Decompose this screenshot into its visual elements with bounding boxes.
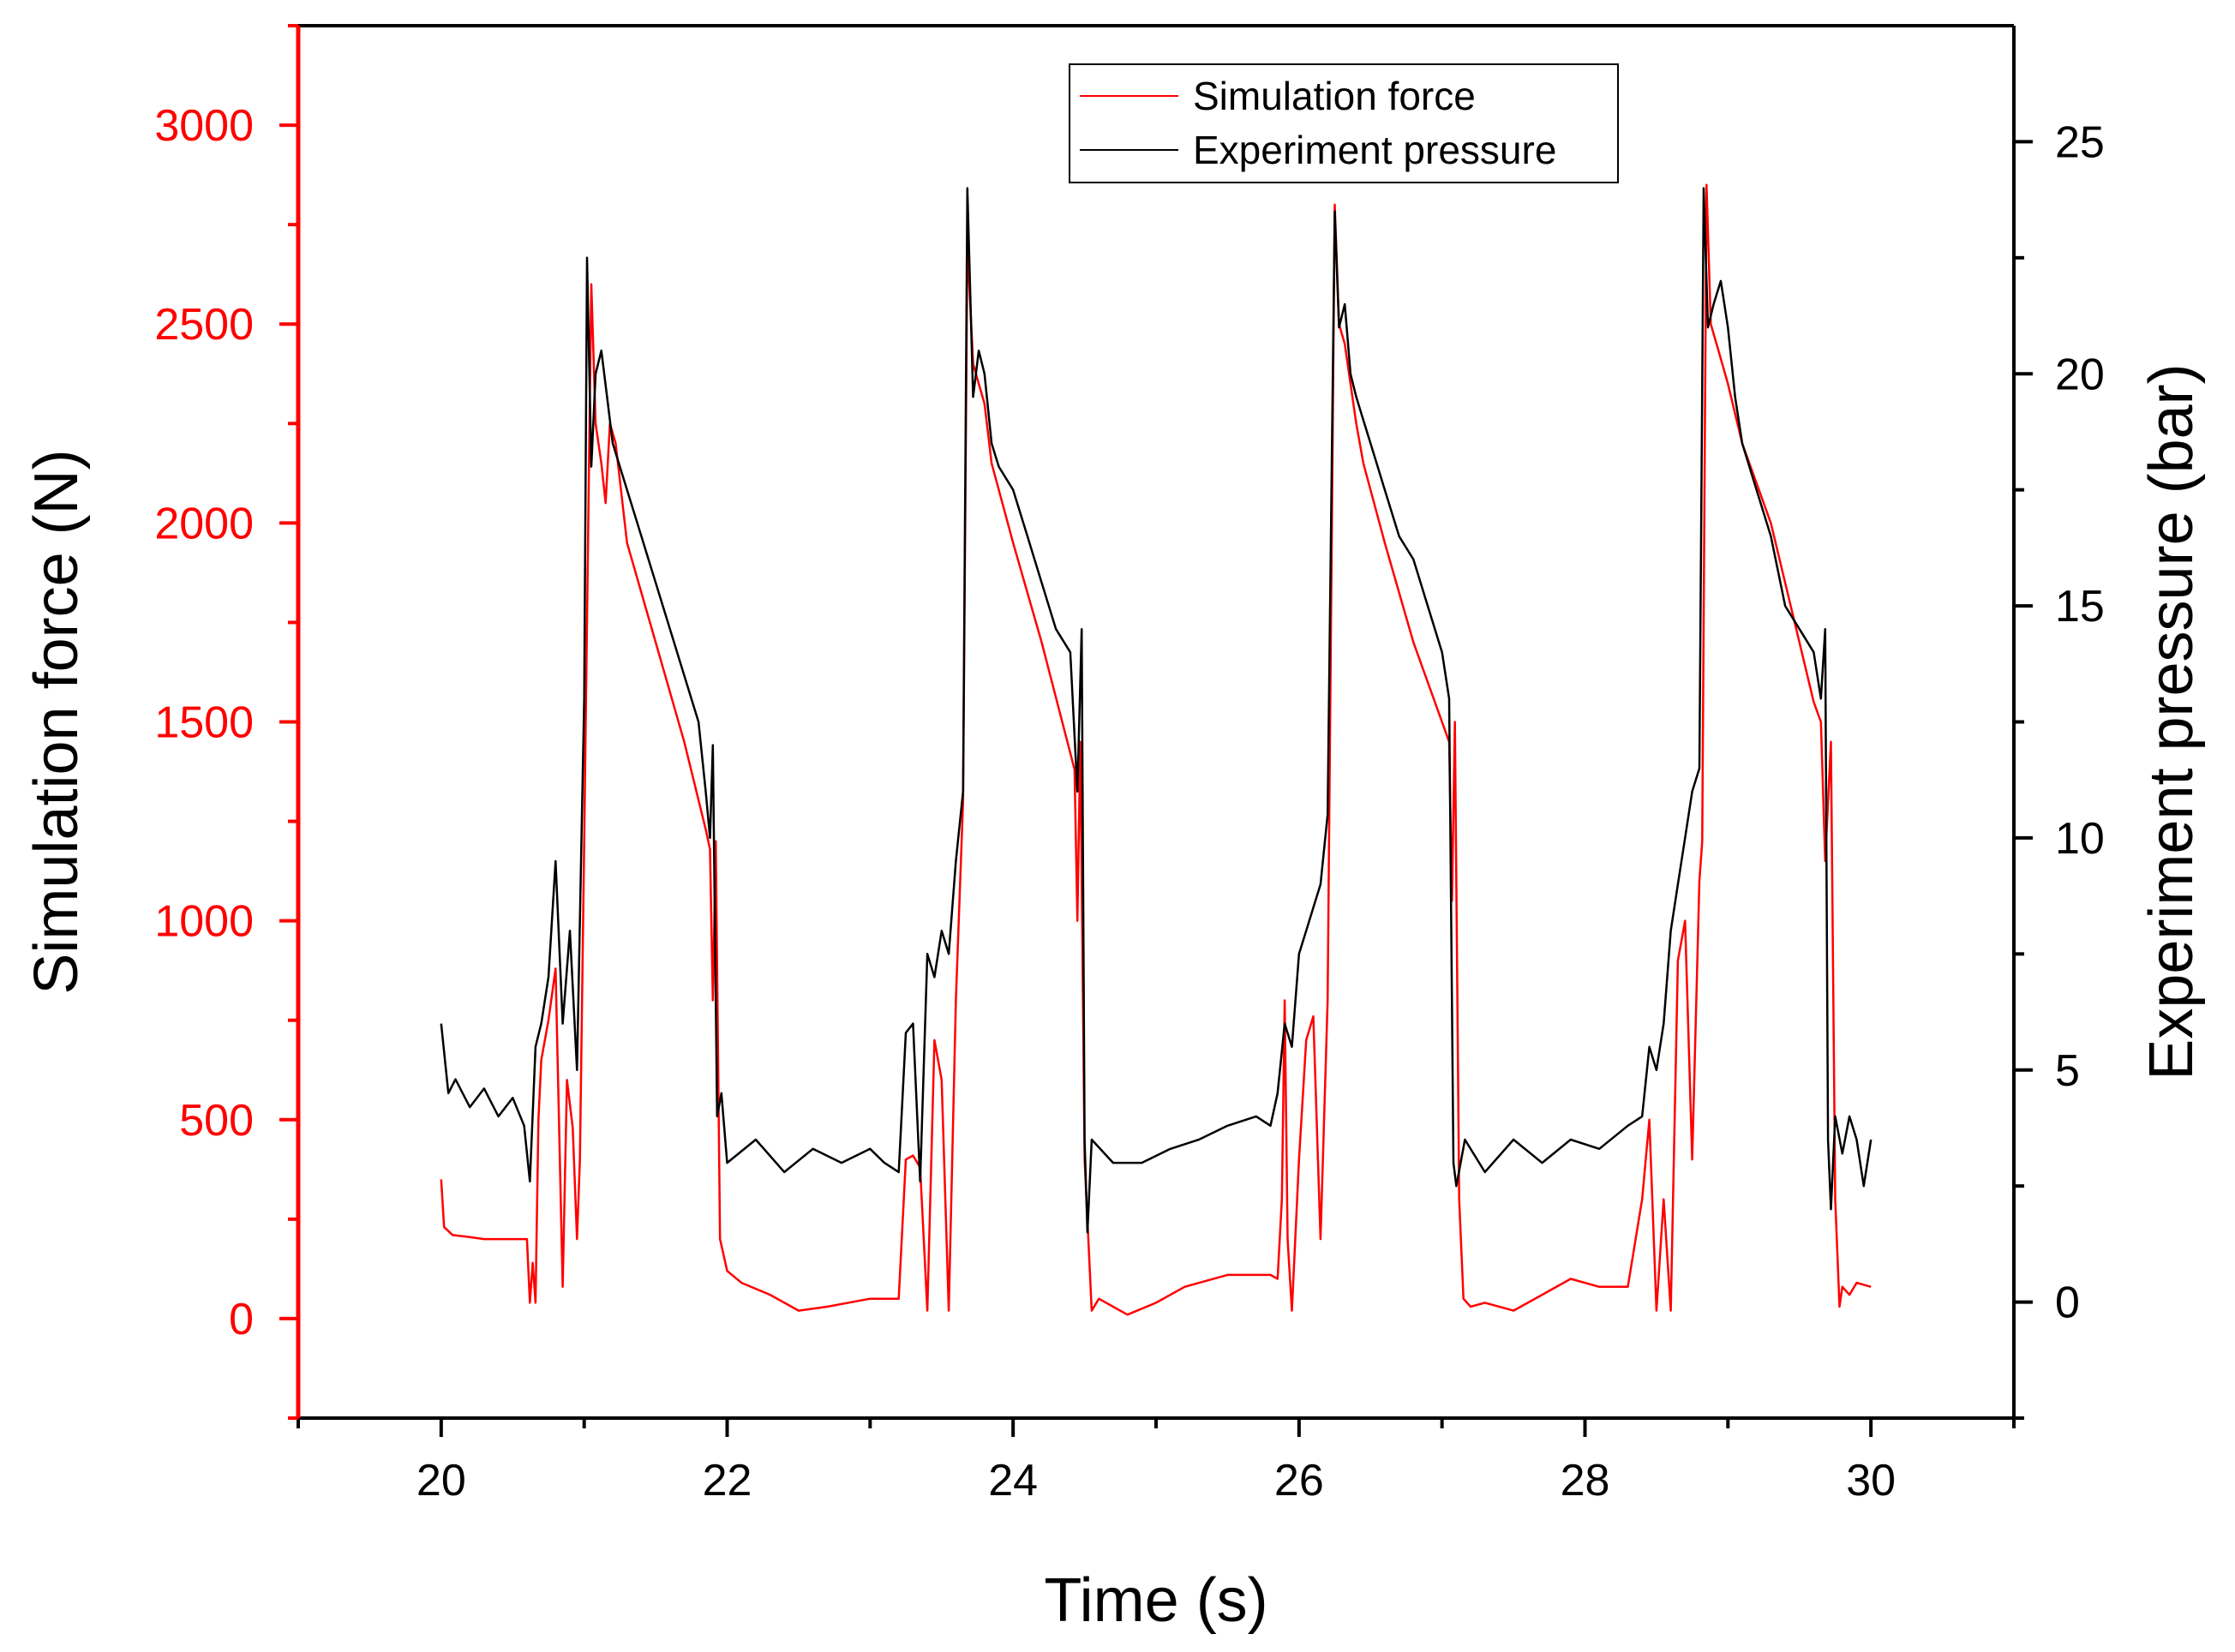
series-line-simulation-force: [440, 183, 1872, 1316]
legend-label-experiment-pressure: Experiment pressure: [1193, 128, 1556, 172]
y-right-tick-label: 15: [2055, 582, 2105, 631]
x-tick-label: 20: [416, 1456, 466, 1505]
legend-label-simulation-force: Simulation force: [1193, 74, 1476, 118]
x-axis-title: Time (s): [1044, 1566, 1267, 1635]
y-left-tick-label: 0: [229, 1295, 254, 1344]
y-axis-left-title: Simulation force (N): [22, 449, 91, 994]
plot-frame: [298, 24, 2014, 1420]
x-axis: 20 22 24 26 28 30: [297, 1418, 2016, 1505]
y-right-tick-label: 5: [2055, 1046, 2080, 1096]
legend-box: [1069, 63, 1619, 183]
x-tick-label: 26: [1274, 1456, 1324, 1505]
series-line-experiment-pressure: [440, 187, 1872, 1234]
y-left-tick-label: 1000: [154, 897, 254, 947]
x-tick-label: 24: [988, 1456, 1038, 1505]
y-axis-right-title: Experiment pressure (bar): [2137, 363, 2206, 1080]
y-right-tick-label: 0: [2055, 1278, 2080, 1328]
x-tick-label: 22: [703, 1456, 752, 1505]
y-left-tick-label: 2000: [154, 499, 254, 548]
y-right-tick-label: 25: [2055, 117, 2105, 167]
y-axis-left: 0 500 1000 1500 2000 2500 3000: [154, 24, 301, 1420]
y-axis-right: 0 5 10 15 20 25: [2012, 26, 2105, 1420]
legend: Simulation force Experiment pressure: [1069, 63, 1619, 183]
y-left-tick-label: 500: [179, 1096, 254, 1146]
y-right-tick-label: 10: [2055, 814, 2105, 864]
y-left-tick-label: 1500: [154, 698, 254, 748]
series-layer: [440, 183, 1872, 1316]
x-tick-label: 28: [1561, 1456, 1610, 1505]
y-left-tick-label: 3000: [154, 101, 254, 151]
y-right-tick-label: 20: [2055, 350, 2105, 399]
y-left-tick-label: 2500: [154, 300, 254, 350]
x-tick-label: 30: [1846, 1456, 1896, 1505]
